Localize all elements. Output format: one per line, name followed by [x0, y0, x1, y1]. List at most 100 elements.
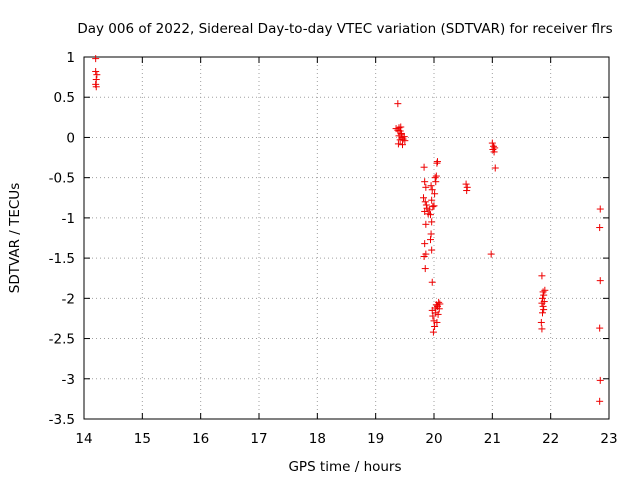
data-point: [422, 183, 430, 191]
data-point: [487, 250, 495, 258]
data-point: [538, 325, 546, 333]
data-point: [596, 205, 604, 213]
data-point: [427, 230, 435, 238]
x-tick-label: 19: [367, 431, 384, 447]
y-tick-label: 1: [66, 50, 75, 66]
data-point: [429, 312, 437, 320]
data-point: [429, 203, 437, 211]
x-tick-label: 22: [542, 431, 559, 447]
data-point: [540, 291, 548, 299]
data-point: [462, 180, 470, 188]
data-point: [433, 159, 441, 167]
data-point: [428, 186, 436, 194]
axis-ticks: 14 15 16 17 18 19 20 21 22 23 1 0.5 0 -0.5 -1 -1.5 -2 -2.…: [49, 50, 618, 447]
data-point: [431, 174, 439, 182]
data-point: [428, 278, 436, 286]
data-point: [428, 218, 436, 226]
x-tick-label: 21: [484, 431, 501, 447]
data-point: [392, 125, 400, 133]
data-point: [420, 253, 428, 261]
x-tick-label: 14: [75, 431, 92, 447]
data-point: [422, 220, 430, 228]
chart-title: Day 006 of 2022, Sidereal Day-to-day VTE…: [77, 21, 612, 37]
data-point: [396, 136, 404, 144]
data-point: [430, 202, 438, 210]
x-tick-label: 17: [250, 431, 267, 447]
data-point: [541, 286, 549, 294]
data-point: [92, 55, 100, 63]
data-point: [596, 376, 604, 384]
y-axis-label: SDTVAR / TECUs: [7, 183, 23, 293]
x-tick-label: 20: [425, 431, 442, 447]
data-point: [538, 272, 546, 280]
data-point: [428, 196, 436, 204]
data-point: [431, 322, 439, 330]
data-point: [397, 130, 405, 138]
data-point: [488, 139, 496, 147]
data-point: [539, 302, 547, 310]
data-point: [397, 123, 405, 131]
y-tick-label: -2: [62, 291, 75, 307]
data-point: [93, 71, 101, 79]
y-tick-label: -3: [62, 372, 75, 388]
plot-frame: [83, 56, 610, 420]
data-point: [394, 100, 402, 108]
y-tick-label: -2.5: [49, 332, 75, 348]
data-point: [490, 142, 497, 150]
data-point: [463, 187, 471, 195]
data-point: [596, 324, 604, 332]
data-point: [92, 76, 100, 84]
data-point: [539, 288, 547, 296]
x-tick-label: 18: [309, 431, 326, 447]
data-point: [420, 163, 428, 171]
data-point: [435, 305, 443, 313]
data-point: [490, 148, 498, 156]
y-tick-label: -3.5: [49, 412, 75, 428]
data-point: [435, 298, 443, 306]
x-tick-label: 15: [134, 431, 151, 447]
data-point: [539, 294, 546, 302]
data-point: [428, 246, 436, 254]
data-point: [463, 183, 471, 191]
data-point: [422, 201, 430, 209]
data-point: [427, 236, 434, 244]
data-point: [394, 140, 402, 148]
y-tick-label: 0: [66, 130, 75, 146]
data-point: [539, 309, 546, 317]
data-point: [431, 190, 439, 198]
data-points: [92, 55, 604, 405]
x-tick-label: 16: [192, 431, 209, 447]
data-point: [432, 309, 440, 317]
data-point: [540, 298, 548, 306]
data-point: [395, 124, 403, 132]
y-tick-label: -1: [62, 211, 75, 227]
y-tick-label: -1.5: [49, 251, 75, 267]
x-tick-label: 23: [600, 431, 617, 447]
data-point: [421, 178, 429, 186]
data-point: [421, 265, 429, 273]
data-point: [491, 164, 499, 172]
data-point: [92, 67, 100, 75]
data-point: [433, 318, 441, 326]
data-point: [432, 178, 440, 186]
data-point: [540, 306, 548, 314]
data-point: [421, 198, 429, 206]
x-axis-label: GPS time / hours: [288, 459, 401, 475]
data-point: [92, 83, 100, 91]
data-point: [596, 277, 604, 285]
data-point: [596, 397, 604, 405]
data-point: [432, 172, 440, 180]
data-point: [596, 224, 604, 232]
data-point: [399, 141, 406, 149]
y-tick-label: 0.5: [54, 90, 75, 106]
data-point: [429, 328, 437, 336]
grid-lines: [84, 57, 609, 419]
data-point: [421, 240, 429, 248]
data-point: [427, 211, 434, 219]
data-point: [491, 144, 499, 152]
data-point: [425, 206, 433, 214]
data-point: [427, 182, 435, 190]
data-point: [537, 318, 545, 326]
data-point: [401, 137, 409, 145]
